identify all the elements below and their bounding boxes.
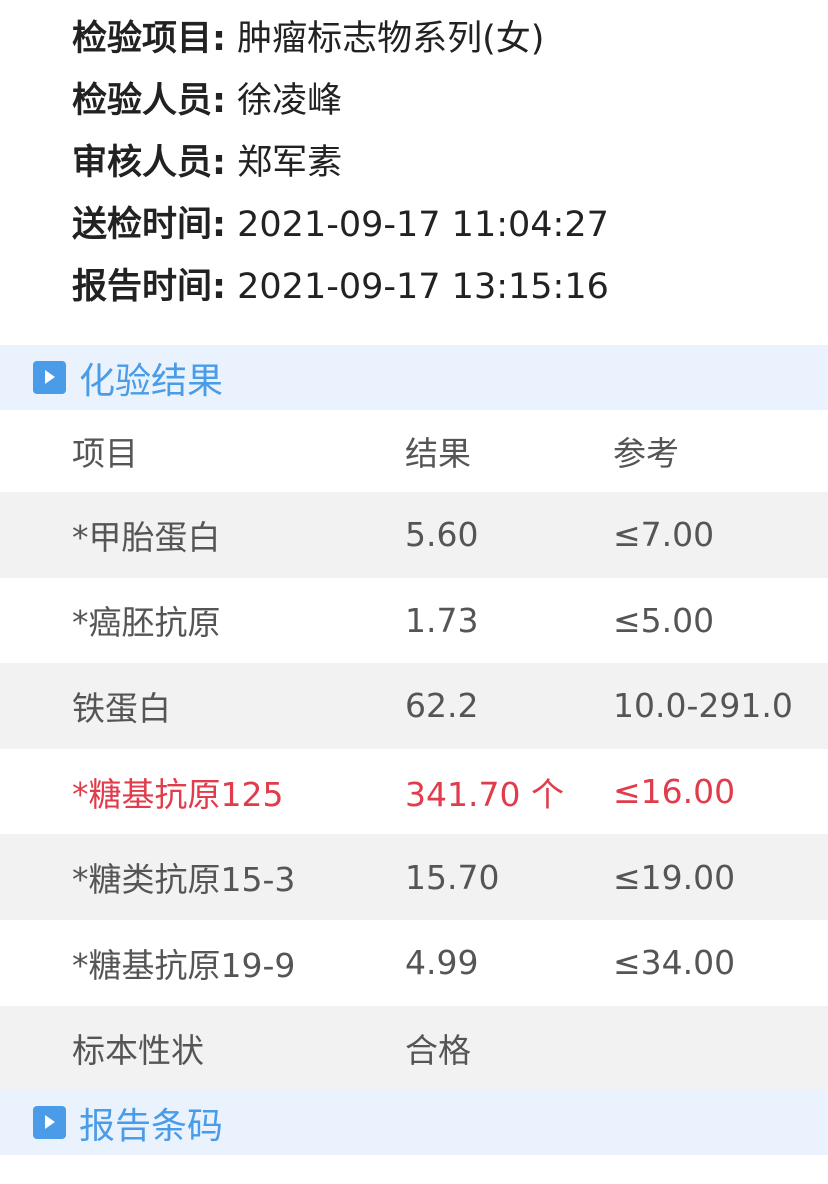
cell-reference: ≤7.00 [613, 515, 715, 555]
value: 徐凌峰 [237, 81, 343, 121]
info-submit-time: 送检时间: 2021-09-17 11:04:27 [72, 194, 609, 256]
label: 审核人员: [72, 143, 226, 183]
cell-result: 341.70 个 [405, 774, 564, 814]
info-tester: 检验人员: 徐凌峰 [72, 70, 609, 132]
value: 2021-09-17 11:04:27 [237, 205, 609, 245]
header-item: 项目 [72, 434, 138, 473]
cell-item: *糖类抗原15-3 [72, 860, 296, 900]
report-info: 检验项目: 肿瘤标志物系列(女) 检验人员: 徐凌峰 审核人员: 郑军素 送检时… [72, 8, 609, 318]
cell-reference: 10.0-291.0 [613, 686, 793, 726]
section-barcode-header[interactable]: 报告条码 [0, 1090, 828, 1155]
cell-item: 铁蛋白 [72, 688, 171, 728]
table-row: *糖类抗原15-3 15.70 ≤19.00 [0, 834, 828, 920]
table-row: *癌胚抗原 1.73 ≤5.00 [0, 578, 828, 664]
label: 报告时间: [72, 267, 226, 307]
table-row: *甲胎蛋白 5.60 ≤7.00 [0, 492, 828, 578]
section-results-header[interactable]: 化验结果 [0, 345, 828, 410]
label: 检验人员: [72, 81, 226, 121]
results-table: 项目 结果 参考 *甲胎蛋白 5.60 ≤7.00 *癌胚抗原 1.73 ≤5.00 铁蛋白… [0, 410, 828, 1092]
header-result: 结果 [405, 434, 471, 473]
table-row: *糖基抗原19-9 4.99 ≤34.00 [0, 920, 828, 1006]
cell-reference: ≤34.00 [613, 943, 736, 983]
header-reference: 参考 [613, 434, 679, 473]
table-row: 铁蛋白 62.2 10.0-291.0 [0, 663, 828, 749]
value: 肿瘤标志物系列(女) [237, 19, 545, 59]
cell-result: 62.2 [405, 686, 479, 726]
info-report-time: 报告时间: 2021-09-17 13:15:16 [72, 256, 609, 318]
table-header: 项目 结果 参考 [0, 410, 828, 492]
section-title: 化验结果 [79, 360, 224, 402]
cell-item: 标本性状 [72, 1031, 204, 1071]
cell-result: 5.60 [405, 515, 479, 555]
cell-item: *糖基抗原19-9 [72, 945, 296, 985]
cell-result: 合格 [405, 1031, 471, 1071]
cell-result: 4.99 [405, 943, 479, 983]
cell-reference: ≤16.00 [613, 772, 736, 812]
table-row: 标本性状 合格 [0, 1005, 828, 1092]
cell-reference: ≤5.00 [613, 600, 715, 640]
value: 2021-09-17 13:15:16 [237, 267, 609, 307]
info-reviewer: 审核人员: 郑军素 [72, 132, 609, 194]
play-icon [33, 1106, 66, 1139]
cell-item: *糖基抗原125 [72, 774, 284, 814]
label: 送检时间: [72, 205, 226, 245]
value: 郑军素 [237, 143, 343, 183]
cell-item: *癌胚抗原 [72, 603, 221, 643]
label: 检验项目: [72, 19, 226, 59]
section-title: 报告条码 [79, 1105, 224, 1147]
cell-result: 1.73 [405, 600, 479, 640]
cell-result: 15.70 [405, 857, 500, 897]
cell-reference: ≤19.00 [613, 857, 736, 897]
info-test-item: 检验项目: 肿瘤标志物系列(女) [72, 8, 609, 70]
play-icon [33, 361, 66, 394]
table-row: *糖基抗原125 341.70 个 ≤16.00 [0, 749, 828, 835]
cell-item: *甲胎蛋白 [72, 517, 221, 557]
